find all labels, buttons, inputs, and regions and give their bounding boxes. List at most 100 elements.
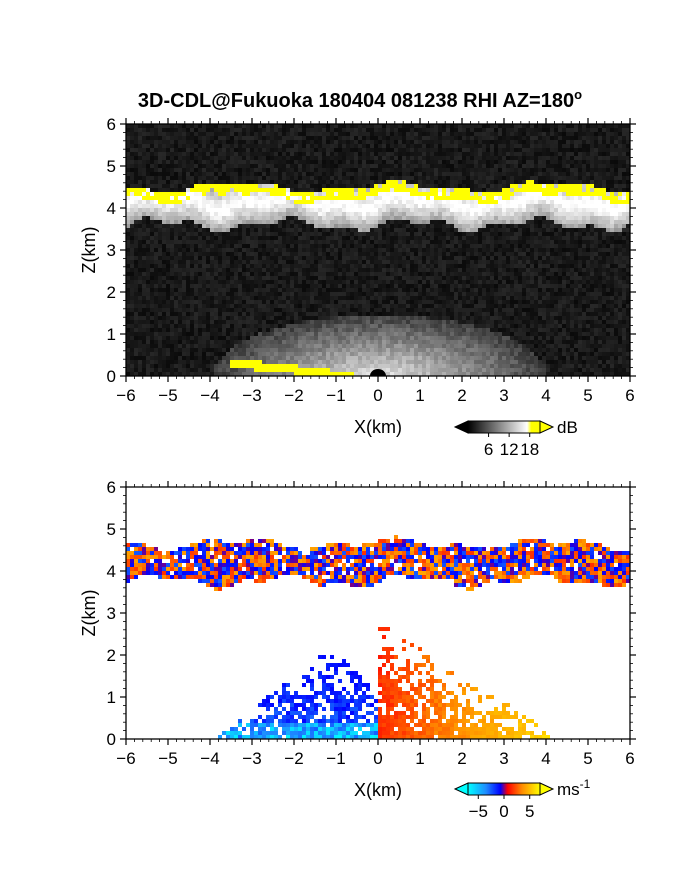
- reflectivity-cell: [390, 276, 394, 280]
- reflectivity-cell: [298, 348, 302, 352]
- reflectivity-cell: [278, 300, 282, 304]
- reflectivity-cell: [398, 244, 402, 248]
- reflectivity-cell: [382, 152, 386, 156]
- reflectivity-cell: [314, 264, 318, 268]
- reflectivity-cell: [386, 332, 390, 336]
- reflectivity-cell: [366, 300, 370, 304]
- reflectivity-cell: [378, 128, 382, 132]
- reflectivity-cell: [126, 260, 130, 264]
- reflectivity-cell: [334, 364, 338, 368]
- reflectivity-cell: [142, 160, 146, 164]
- reflectivity-cell: [206, 188, 210, 192]
- reflectivity-cell: [254, 324, 258, 328]
- reflectivity-cell: [290, 324, 294, 328]
- reflectivity-cell: [430, 160, 434, 164]
- reflectivity-cell: [270, 224, 274, 228]
- reflectivity-cell: [390, 164, 394, 168]
- reflectivity-cell: [386, 232, 390, 236]
- reflectivity-cell: [166, 280, 170, 284]
- reflectivity-cell: [130, 188, 134, 192]
- reflectivity-cell: [374, 172, 378, 176]
- reflectivity-cell: [318, 216, 322, 220]
- reflectivity-cell: [338, 132, 342, 136]
- reflectivity-cell: [434, 300, 438, 304]
- reflectivity-cell: [442, 140, 446, 144]
- reflectivity-cell: [290, 188, 294, 192]
- reflectivity-cell: [222, 168, 226, 172]
- reflectivity-cell: [350, 152, 354, 156]
- reflectivity-cell: [390, 152, 394, 156]
- reflectivity-cell: [290, 292, 294, 296]
- reflectivity-cell: [350, 136, 354, 140]
- reflectivity-cell: [398, 276, 402, 280]
- reflectivity-cell: [386, 324, 390, 328]
- reflectivity-cell: [318, 188, 322, 192]
- reflectivity-cell: [434, 332, 438, 336]
- reflectivity-cell: [126, 328, 130, 332]
- reflectivity-cell: [258, 232, 262, 236]
- reflectivity-cell: [278, 264, 282, 268]
- reflectivity-cell: [270, 360, 274, 364]
- reflectivity-cell: [378, 308, 382, 312]
- reflectivity-cell: [390, 232, 394, 236]
- reflectivity-cell: [330, 368, 334, 372]
- reflectivity-cell: [142, 324, 146, 328]
- reflectivity-cell: [254, 176, 258, 180]
- reflectivity-cell: [334, 128, 338, 132]
- reflectivity-cell: [270, 164, 274, 168]
- reflectivity-cell: [222, 152, 226, 156]
- reflectivity-cell: [186, 156, 190, 160]
- reflectivity-cell: [346, 200, 350, 204]
- reflectivity-cell: [218, 304, 222, 308]
- reflectivity-cell: [278, 196, 282, 200]
- reflectivity-cell: [358, 188, 362, 192]
- reflectivity-cell: [154, 352, 158, 356]
- reflectivity-cell: [238, 292, 242, 296]
- reflectivity-cell: [330, 136, 334, 140]
- reflectivity-cell: [278, 340, 282, 344]
- reflectivity-cell: [194, 360, 198, 364]
- reflectivity-cell: [142, 328, 146, 332]
- reflectivity-cell: [438, 152, 442, 156]
- reflectivity-cell: [274, 280, 278, 284]
- reflectivity-cell: [206, 180, 210, 184]
- reflectivity-cell: [282, 228, 286, 232]
- reflectivity-cell: [370, 340, 374, 344]
- reflectivity-cell: [434, 296, 438, 300]
- reflectivity-cell: [218, 308, 222, 312]
- reflectivity-cell: [150, 328, 154, 332]
- reflectivity-cell: [398, 172, 402, 176]
- reflectivity-cell: [138, 128, 142, 132]
- reflectivity-cell: [130, 296, 134, 300]
- reflectivity-cell: [242, 328, 246, 332]
- reflectivity-cell: [178, 276, 182, 280]
- reflectivity-cell: [342, 304, 346, 308]
- reflectivity-cell: [342, 176, 346, 180]
- reflectivity-cell: [414, 180, 418, 184]
- reflectivity-cell: [150, 332, 154, 336]
- reflectivity-cell: [166, 124, 170, 128]
- reflectivity-cell: [198, 316, 202, 320]
- reflectivity-cell: [234, 340, 238, 344]
- reflectivity-cell: [174, 132, 178, 136]
- reflectivity-cell: [210, 312, 214, 316]
- reflectivity-cell: [234, 260, 238, 264]
- reflectivity-cell: [370, 160, 374, 164]
- reflectivity-cell: [182, 180, 186, 184]
- reflectivity-cell: [234, 196, 238, 200]
- reflectivity-cell: [262, 240, 266, 244]
- reflectivity-cell: [434, 312, 438, 316]
- reflectivity-cell: [254, 128, 258, 132]
- reflectivity-cell: [274, 196, 278, 200]
- reflectivity-cell: [290, 240, 294, 244]
- reflectivity-cell: [162, 232, 166, 236]
- reflectivity-cell: [182, 316, 186, 320]
- reflectivity-cell: [302, 340, 306, 344]
- reflectivity-cell: [150, 160, 154, 164]
- reflectivity-cell: [374, 168, 378, 172]
- reflectivity-cell: [278, 204, 282, 208]
- reflectivity-cell: [218, 128, 222, 132]
- reflectivity-cell: [150, 296, 154, 300]
- reflectivity-cell: [222, 364, 226, 368]
- reflectivity-cell: [246, 156, 250, 160]
